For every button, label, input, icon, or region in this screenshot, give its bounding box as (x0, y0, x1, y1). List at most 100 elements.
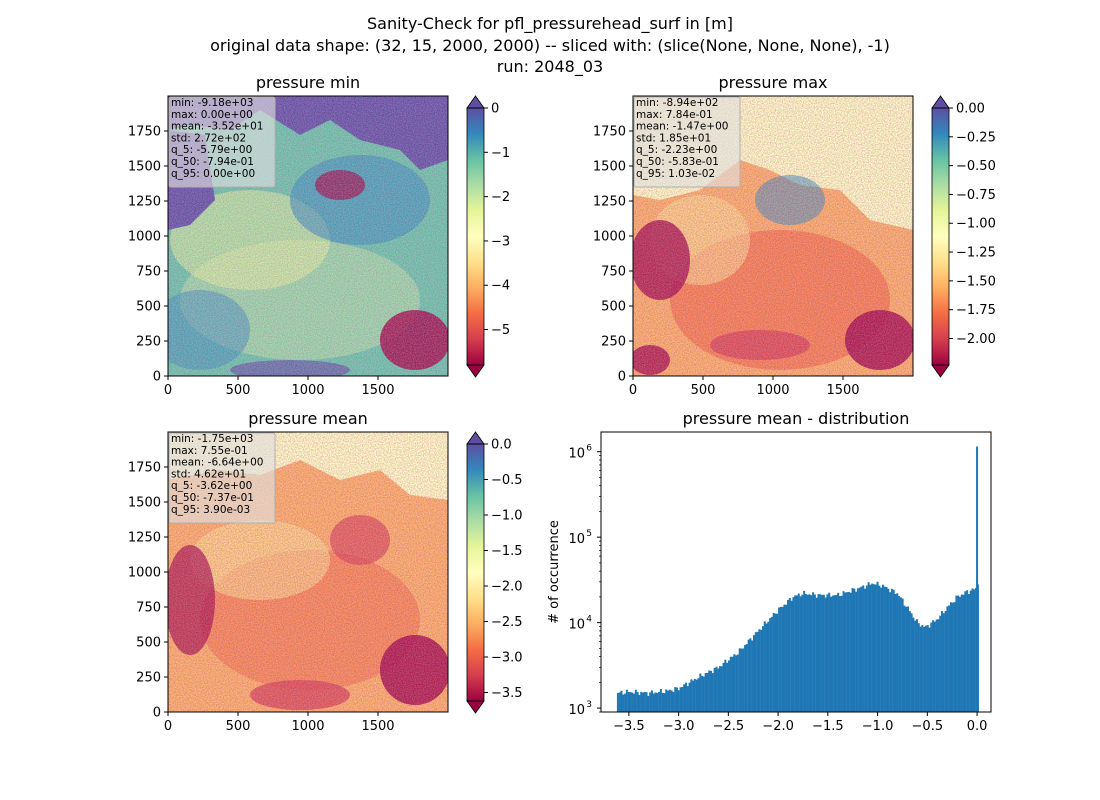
histogram-bar (690, 679, 693, 712)
histogram-bar (853, 588, 856, 712)
histogram-bar (901, 598, 904, 712)
histogram-bar (896, 593, 899, 712)
colorbar-scale (932, 108, 949, 365)
histogram-bar (887, 588, 890, 712)
y-tick-label: 1750 (128, 461, 161, 476)
x-tick-label: −2.5 (713, 719, 745, 734)
y-tick-label: 1750 (593, 125, 626, 140)
histogram-bar (668, 689, 671, 712)
colorbar: 0.0 −0.5 −1.0 −1.5 −2.0 −2.5 −3.0 −3.5 (466, 431, 523, 714)
histogram-bar (817, 594, 820, 712)
axes-ticks: 0 500 1000 1500 0 250 500 750 1000 1250 1500 1750 (593, 125, 860, 399)
histogram-bar (736, 654, 739, 712)
histogram-bar (735, 655, 738, 712)
histogram-bar (634, 689, 637, 712)
panel-title: pressure min (256, 73, 360, 92)
histogram-bar (833, 595, 836, 712)
histogram-bar (740, 648, 743, 712)
histogram-bar (770, 616, 773, 712)
histogram-bar (624, 693, 627, 712)
histogram-bar (932, 620, 935, 712)
colorbar-tick-label: 0.0 (491, 438, 512, 453)
histogram-bar (977, 584, 979, 712)
histogram-bar (840, 595, 843, 712)
histogram-bar (631, 692, 634, 712)
histogram-bar (941, 611, 944, 712)
histogram-bar (973, 589, 976, 712)
histogram-bar (917, 623, 920, 712)
histogram-bar (881, 584, 884, 712)
x-tick-label: 1000 (291, 719, 324, 734)
histogram-bar (907, 606, 910, 712)
y-tick-label: 1000 (128, 230, 161, 245)
histogram-bar (717, 668, 720, 712)
histogram-bar (894, 593, 897, 712)
histogram-bar (824, 597, 827, 712)
histogram-bar (715, 666, 718, 712)
colorbar-tick-label: 0.00 (956, 102, 985, 117)
y-tick-label: 1250 (128, 195, 161, 210)
y-tick-label: 1250 (128, 531, 161, 546)
histogram-bar (794, 595, 797, 712)
histogram-bar (880, 587, 883, 712)
colorbar-extend-bottom (466, 700, 485, 714)
histogram-bar (948, 605, 951, 712)
histogram-bar (962, 594, 965, 712)
histogram-bar (727, 660, 730, 712)
histogram-bar (858, 587, 861, 712)
histogram-bar (865, 585, 868, 712)
histogram-bar (828, 592, 831, 712)
histogram-bar (835, 595, 838, 712)
histogram-bar (661, 692, 664, 712)
y-tick-label: 1000 (128, 566, 161, 581)
histogram-bar (636, 691, 639, 712)
histogram-bar (846, 592, 849, 712)
histogram-bar (842, 591, 845, 712)
x-tick-label: 1000 (291, 383, 324, 398)
stats-line: mean: -1.47e+00 (636, 121, 728, 133)
stats-line: mean: -6.64e+00 (171, 457, 263, 469)
histogram-bar (903, 605, 906, 712)
histogram-bar (753, 635, 756, 712)
histogram-bar (654, 692, 657, 712)
histogram-bar (915, 619, 918, 712)
panel-pressure-mean: pressure mean 0 500 1000 1500 0 250 500 750 1000… (128, 409, 523, 734)
colorbar-tick-label: −1.25 (956, 246, 996, 261)
figure-title-line-3: run: 2048_03 (497, 57, 603, 77)
histogram-bar (706, 672, 709, 712)
histogram-bar (769, 618, 772, 712)
x-tick-label: 1000 (756, 383, 789, 398)
histogram-bar (969, 590, 972, 712)
y-tick-label: 10 (568, 532, 585, 547)
histogram-bar (697, 678, 700, 712)
y-tick-label: 10 (568, 447, 585, 462)
y-tick-label: 1750 (128, 125, 161, 140)
histogram-bar (733, 654, 736, 712)
histogram-bar (950, 602, 953, 712)
histogram-bar (860, 586, 863, 712)
histogram-bar (731, 656, 734, 712)
histogram-bar (830, 596, 833, 712)
histogram-bar (658, 691, 661, 712)
x-tick-label: 500 (226, 383, 251, 398)
histogram-bar (851, 588, 854, 712)
histogram-bar (790, 600, 793, 712)
y-tick-exponent: 3 (586, 700, 592, 710)
stats-line: min: -8.94e+02 (636, 97, 718, 109)
histogram-bar (808, 594, 811, 712)
x-tick-label: 1500 (361, 719, 394, 734)
histogram-bar (883, 586, 886, 712)
histogram-bar (692, 680, 695, 712)
histogram-bar (899, 597, 902, 712)
stats-line: q_5: -3.62e+00 (171, 480, 252, 492)
histogram-bar (638, 695, 641, 712)
x-tick-label: −2.0 (762, 719, 794, 734)
histogram-bar (796, 595, 798, 712)
y-tick-exponent: 5 (586, 529, 592, 539)
figure-title-line-2: original data shape: (32, 15, 2000, 2000… (210, 36, 890, 55)
x-tick-label: −3.5 (613, 719, 645, 734)
x-tick-label: 500 (691, 383, 716, 398)
histogram-bar (797, 593, 800, 712)
